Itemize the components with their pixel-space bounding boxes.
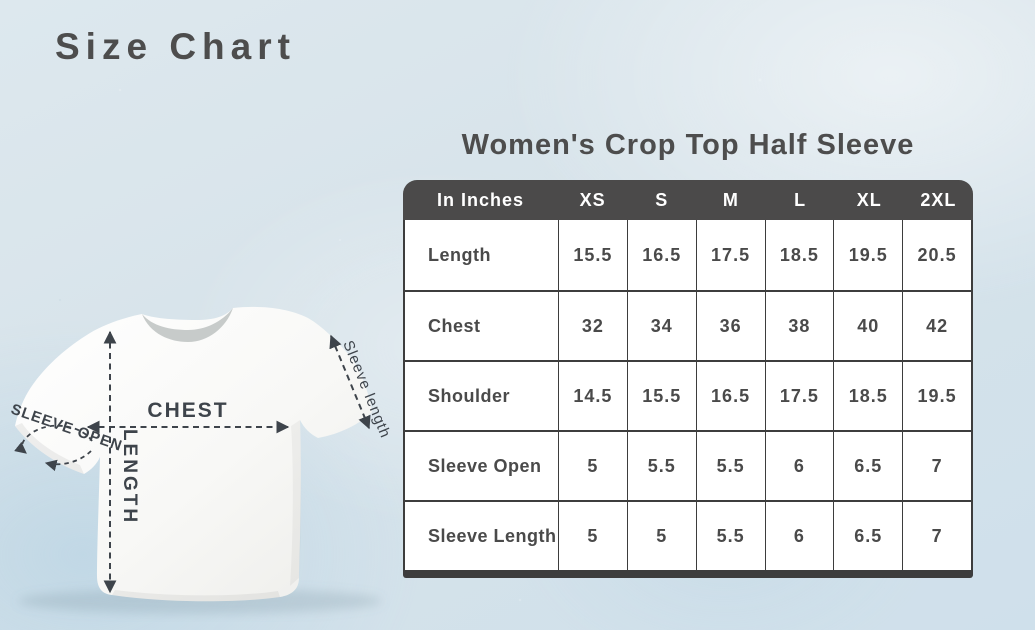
size-chart-section: Women's Crop Top Half Sleeve In Inches XS… [403,128,973,578]
size-value-cell: 18.5 [833,362,902,430]
row-label: Sleeve Open [428,455,542,476]
table-row: Sleeve Open 5 5.5 5.5 6 6.5 7 [405,430,971,500]
size-value-cell: 16.5 [626,220,696,290]
size-value-cell: 5 [558,502,627,570]
table-row: Length 15.5 16.5 17.5 18.5 19.5 20.5 [405,220,971,290]
tshirt-body [15,306,372,602]
row-label: Shoulder [428,385,511,406]
size-value-cell: 16.5 [695,362,765,430]
header-size-cell: XS [579,189,606,210]
size-value-cell: 36 [695,292,765,360]
page-title: Size Chart [55,26,296,67]
crop-top-illustration: LENGTH CHEST Sleeve length SLEEVE OPEN [9,306,394,614]
table-row: Sleeve Length 5 5 5.5 6 6.5 7 [405,500,971,570]
size-value-cell: 5.5 [626,432,696,500]
size-value-cell: 5 [626,502,696,570]
size-value-cell: 19.5 [902,362,971,430]
table-header-row: In Inches XS S M L XL 2XL [403,180,973,220]
size-value-cell: 19.5 [833,220,902,290]
size-value-cell: 7 [902,502,971,570]
size-value-cell: 5.5 [695,432,765,500]
size-value-cell: 18.5 [764,220,834,290]
cuff-shading [15,423,84,474]
table-bottom-bar [403,570,973,578]
size-value-cell: 15.5 [558,220,627,290]
header-size-cell: 2XL [920,189,957,210]
size-value-cell: 42 [902,292,971,360]
table-row: Chest 32 34 36 38 40 42 [405,290,971,360]
row-label: Chest [428,315,481,336]
size-value-cell: 32 [558,292,627,360]
size-value-cell: 15.5 [626,362,696,430]
size-chart-table: In Inches XS S M L XL 2XL Length 15.5 16.5 17.5 18… [403,180,973,578]
sleeve-open-arc-bottom [44,450,92,472]
size-value-cell: 5 [558,432,627,500]
header-size-cell: M [722,189,739,210]
size-value-cell: 7 [902,432,971,500]
size-value-cell: 20.5 [902,220,971,290]
size-value-cell: 6.5 [833,432,902,500]
table-body: Length 15.5 16.5 17.5 18.5 19.5 20.5 Chest 32 34 3… [403,220,973,570]
header-size-cell: L [794,189,807,210]
sleeve-open-arc-top [14,424,93,454]
hem-shading [112,590,280,602]
row-label: Length [428,244,491,265]
size-value-cell: 6.5 [833,502,902,570]
size-value-cell: 34 [626,292,696,360]
side-shading [290,420,302,586]
table-row: Shoulder 14.5 15.5 16.5 17.5 18.5 19.5 [405,360,971,430]
size-value-cell: 6 [764,432,834,500]
size-value-cell: 5.5 [695,502,765,570]
chest-label: CHEST [147,399,228,422]
header-size-cell: XL [856,189,882,210]
size-value-cell: 38 [764,292,834,360]
length-label: LENGTH [119,429,140,525]
header-size-cell: S [655,189,669,210]
row-label: Sleeve Length [428,525,557,546]
table-title: Women's Crop Top Half Sleeve [461,129,915,161]
size-value-cell: 40 [833,292,902,360]
header-unit-cell: In Inches [436,189,525,210]
size-value-cell: 14.5 [558,362,627,430]
size-value-cell: 17.5 [695,220,765,290]
size-value-cell: 17.5 [764,362,834,430]
collar [142,308,233,342]
shirt-measurement-diagram: LENGTH CHEST Sleeve length SLEEVE OPEN [0,270,400,630]
size-value-cell: 6 [764,502,834,570]
